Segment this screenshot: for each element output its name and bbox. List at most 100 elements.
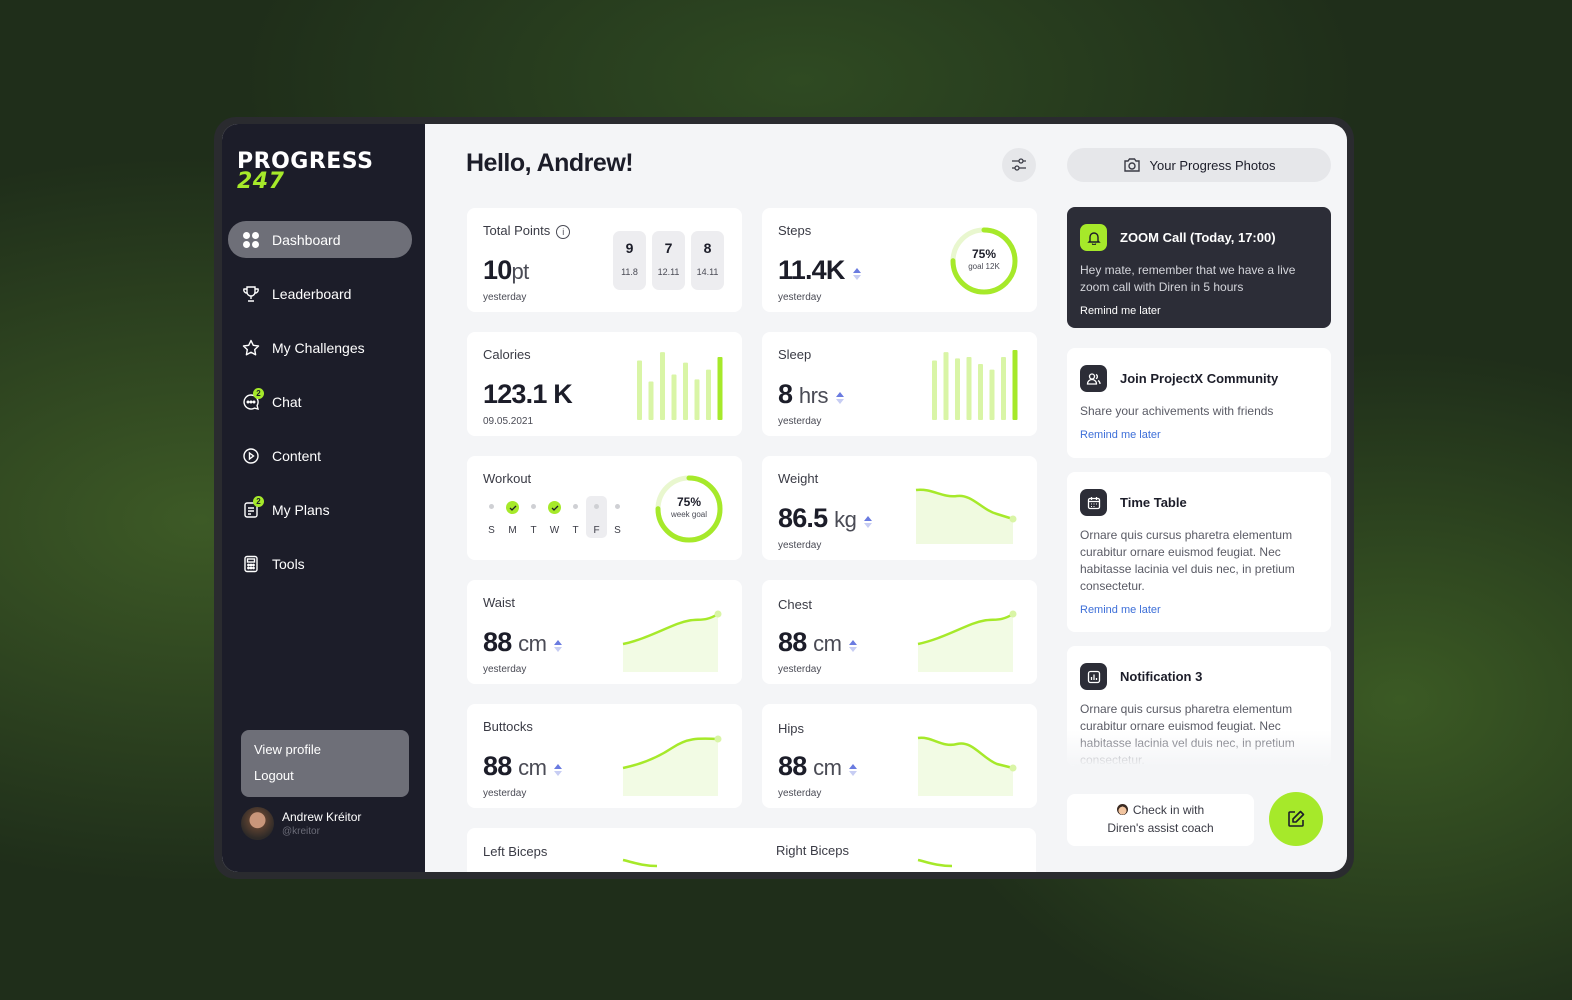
- bar: [966, 357, 972, 420]
- calories-date: 09.05.2021: [483, 416, 534, 427]
- workout-day[interactable]: M: [502, 496, 523, 538]
- bar: [717, 357, 723, 420]
- star-icon: [242, 339, 260, 357]
- total-points-card[interactable]: Total Points i 10pt yesterday 9 11.8 7 12.1…: [467, 208, 742, 312]
- remind-later-link[interactable]: Remind me later: [1080, 305, 1161, 317]
- bar: [943, 352, 949, 420]
- sidebar-item-content[interactable]: Content: [228, 437, 412, 474]
- day-dot: [531, 504, 536, 509]
- card-title: Buttocks: [483, 719, 533, 734]
- sleep-subtitle: yesterday: [778, 416, 822, 427]
- sleep-card[interactable]: Sleep 8 hrs yesterday: [762, 332, 1037, 436]
- sidebar-item-label: My Plans: [272, 501, 330, 518]
- bar: [660, 352, 665, 420]
- waist-card[interactable]: Waist 88 cm yesterday: [467, 580, 742, 684]
- sidebar-item-my-plans[interactable]: 2 My Plans: [228, 491, 412, 528]
- buttocks-unit: cm: [518, 755, 547, 780]
- hips-value: 88: [778, 751, 807, 781]
- trend-arrow-icon: [849, 628, 858, 659]
- bar: [683, 362, 688, 420]
- weight-subtitle: yesterday: [778, 540, 822, 551]
- day-label: T: [572, 525, 579, 536]
- points-history-item: 8 14.11: [691, 231, 724, 290]
- waist-sparkline: [622, 610, 722, 672]
- logout-link[interactable]: Logout: [254, 768, 294, 783]
- user-handle: @kreitor: [282, 826, 320, 837]
- brand-logo[interactable]: PROGRESS 247: [237, 150, 374, 192]
- weight-unit: kg: [834, 507, 857, 532]
- chest-card[interactable]: Chest 88 cm yesterday: [762, 580, 1037, 684]
- remind-later-link[interactable]: Remind me later: [1080, 429, 1161, 441]
- notifications-panel: Your Progress Photos ZOOM Call (Today, 1…: [1058, 124, 1347, 872]
- chest-subtitle: yesterday: [778, 664, 822, 675]
- info-icon[interactable]: i: [556, 224, 571, 239]
- progress-photos-button[interactable]: Your Progress Photos: [1067, 148, 1331, 182]
- calendar-icon: [1080, 489, 1107, 516]
- notification-3[interactable]: Notification 3 Ornare quis cursus pharet…: [1067, 646, 1331, 766]
- sleep-bar-chart: [932, 350, 1018, 420]
- hips-sparkline: [917, 736, 1017, 796]
- user-profile[interactable]: Andrew Kréitor @kreitor: [241, 807, 361, 840]
- sidebar-item-my-challenges[interactable]: My Challenges: [228, 329, 412, 366]
- steps-card[interactable]: Steps 11.4K yesterday 75% goal 12K: [762, 208, 1037, 312]
- remind-later-link[interactable]: Remind me later: [1080, 604, 1161, 616]
- waist-unit: cm: [518, 631, 547, 656]
- buttocks-card[interactable]: Buttocks 88 cm yesterday: [467, 704, 742, 808]
- view-profile-link[interactable]: View profile: [254, 742, 321, 757]
- coach-avatar-icon: [1116, 804, 1128, 815]
- buttocks-subtitle: yesterday: [483, 788, 527, 799]
- sidebar-item-label: Leaderboard: [272, 285, 352, 302]
- workout-day[interactable]: S: [481, 496, 502, 538]
- filter-button[interactable]: [1002, 148, 1036, 182]
- points-unit: pt: [511, 259, 529, 284]
- check-in-button[interactable]: Check in with Diren's assist coach: [1067, 794, 1254, 846]
- trophy-icon: [242, 285, 260, 303]
- points-value: 10: [483, 255, 512, 285]
- notification-title: ZOOM Call (Today, 17:00): [1120, 230, 1276, 245]
- sidebar-item-chat[interactable]: 2 Chat: [228, 383, 412, 420]
- bar: [637, 360, 642, 420]
- workout-day[interactable]: W: [544, 496, 565, 538]
- sidebar-item-label: Content: [272, 447, 322, 464]
- biceps-card[interactable]: Left Biceps Right Biceps: [467, 828, 1036, 872]
- sleep-unit: hrs: [798, 383, 829, 408]
- sidebar-item-leaderboard[interactable]: Leaderboard: [228, 275, 412, 312]
- grid-icon: [242, 231, 260, 249]
- gauge-goal: goal 12K: [968, 262, 1000, 271]
- sidebar-item-tools[interactable]: Tools: [228, 545, 412, 582]
- history-points: 8: [703, 240, 712, 256]
- card-title: Chest: [778, 597, 812, 612]
- steps-gauge: [950, 227, 1018, 295]
- bar: [989, 369, 995, 420]
- workout-card[interactable]: Workout S M T W T F S 75% week goal: [467, 456, 742, 560]
- compose-button[interactable]: [1269, 792, 1323, 846]
- workout-gauge-label: 75% week goal: [659, 495, 719, 519]
- hips-card[interactable]: Hips 88 cm yesterday: [762, 704, 1037, 808]
- notification-title: Notification 3: [1120, 669, 1203, 684]
- workout-day[interactable]: T: [565, 496, 586, 538]
- sidebar-item-label: Tools: [272, 555, 305, 572]
- sidebar-item-label: My Challenges: [272, 339, 365, 356]
- notification-time-table[interactable]: Time Table Ornare quis cursus pharetra e…: [1067, 472, 1331, 632]
- notification-zoom-call[interactable]: ZOOM Call (Today, 17:00) Hey mate, remem…: [1067, 207, 1331, 328]
- card-title: Steps: [778, 223, 812, 238]
- sidebar-item-dashboard[interactable]: Dashboard: [228, 221, 412, 258]
- notification-community[interactable]: Join ProjectX Community Share your achiv…: [1067, 348, 1331, 458]
- workout-day[interactable]: F: [586, 496, 607, 538]
- weight-card[interactable]: Weight 86.5 kg yesterday: [762, 456, 1037, 560]
- sidebar-item-label: Dashboard: [272, 231, 341, 248]
- workout-day[interactable]: S: [607, 496, 628, 538]
- calories-card[interactable]: Calories 123.1 K 09.05.2021: [467, 332, 742, 436]
- workout-day[interactable]: T: [523, 496, 544, 538]
- chest-unit: cm: [813, 631, 842, 656]
- check-icon: [506, 501, 519, 514]
- points-subtitle: yesterday: [483, 292, 527, 303]
- card-title: Hips: [778, 721, 805, 736]
- card-title: Waist: [483, 595, 516, 610]
- day-label: S: [488, 525, 495, 536]
- chat-badge: 2: [253, 387, 264, 399]
- weight-value: 86.5: [778, 503, 828, 533]
- day-dot: [573, 504, 578, 509]
- notification-body: Share your achivements with friends: [1080, 404, 1274, 418]
